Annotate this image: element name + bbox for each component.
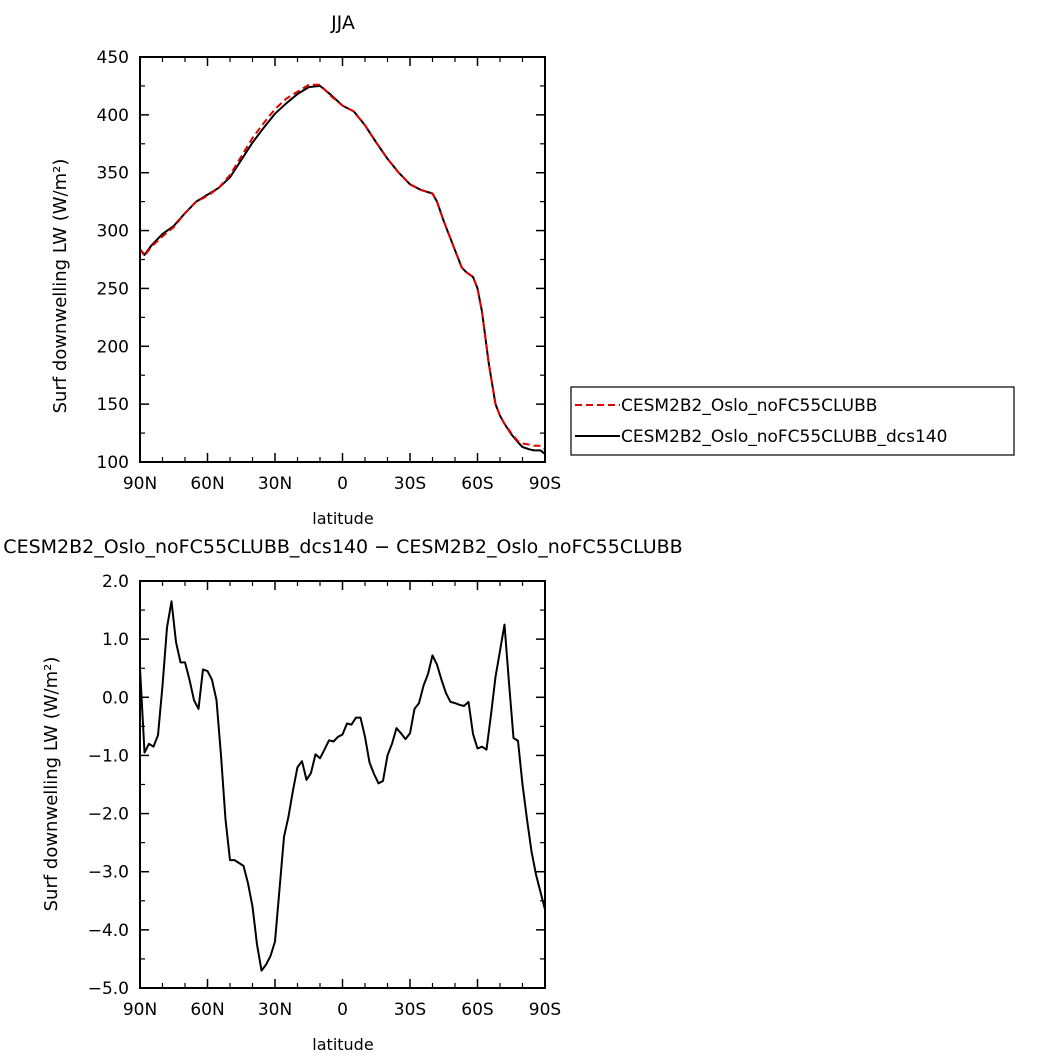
bottom-chart-series-group: [139, 600, 546, 972]
top-ytick-label-5: 350: [97, 164, 129, 184]
top-ytick-label-6: 400: [97, 106, 129, 126]
top-xtick-label-2: 30N: [258, 474, 292, 494]
bottom-ytick-label-0: −5.0: [88, 979, 129, 999]
bottom-xtick-label-6: 90S: [529, 1000, 561, 1020]
top-chart-xlabel: latitude: [312, 509, 373, 528]
legend-label-series-2: CESM2B2_Oslo_noFC55CLUBB_dcs140: [621, 427, 947, 447]
legend-box: [570, 386, 1015, 456]
bottom-series-line-1: [139, 600, 546, 972]
bottom-chart-title: CESM2B2_Oslo_noFC55CLUBB_dcs140 − CESM2B…: [3, 536, 682, 558]
top-chart-ticks: 90N 60N 30N 0 30S 60S 90S 100 150 200 250 300 350 400…: [97, 48, 562, 494]
bottom-xtick-label-5: 60S: [461, 1000, 493, 1020]
bottom-ytick-label-7: 2.0: [102, 572, 129, 592]
top-xtick-label-1: 60N: [190, 474, 224, 494]
bottom-ytick-label-2: −3.0: [88, 863, 129, 883]
top-ytick-label-1: 150: [97, 395, 129, 415]
top-ytick-label-2: 200: [97, 337, 129, 357]
top-ytick-label-0: 100: [97, 453, 129, 473]
top-xtick-label-0: 90N: [123, 474, 157, 494]
bottom-chart-xlabel: latitude: [312, 1035, 373, 1054]
top-xtick-label-5: 60S: [461, 474, 493, 494]
top-series-line-2: [139, 84, 546, 455]
top-xtick-label-3: 0: [337, 474, 348, 494]
bottom-chart-panel: CESM2B2_Oslo_noFC55CLUBB_dcs140 − CESM2B…: [3, 536, 682, 1054]
bottom-ytick-label-6: 1.0: [102, 630, 129, 650]
top-ytick-label-7: 450: [97, 48, 129, 68]
bottom-xtick-label-0: 90N: [123, 1000, 157, 1020]
bottom-ytick-label-4: −1.0: [88, 746, 129, 766]
bottom-xtick-label-3: 0: [337, 1000, 348, 1020]
top-chart-title: JJA: [330, 12, 355, 34]
top-chart-series-group: [139, 83, 546, 455]
top-ytick-label-3: 250: [97, 279, 129, 299]
legend: CESM2B2_Oslo_noFC55CLUBB CESM2B2_Oslo_no…: [570, 386, 1015, 456]
top-series-line-1: [139, 83, 546, 451]
bottom-xtick-label-1: 60N: [190, 1000, 224, 1020]
bottom-chart-plot-frame: [139, 580, 546, 989]
legend-label-series-1: CESM2B2_Oslo_noFC55CLUBB: [621, 396, 877, 416]
bottom-ytick-label-1: −4.0: [88, 921, 129, 941]
bottom-chart-ylabel: Surf downwelling LW (W/m²): [41, 657, 62, 912]
bottom-ytick-label-5: 0.0: [102, 688, 129, 708]
top-chart-plot-frame: [139, 56, 546, 463]
bottom-ytick-label-3: −2.0: [88, 805, 129, 825]
top-xtick-label-6: 90S: [529, 474, 561, 494]
top-xtick-label-4: 30S: [394, 474, 426, 494]
bottom-xtick-label-2: 30N: [258, 1000, 292, 1020]
top-chart-panel: JJA 90N 60N 30N 0 30S 60S 90S 100 150 200 250 300 35…: [50, 12, 1015, 528]
bottom-chart-ticks: 90N 60N 30N 0 30S 60S 90S −5.0 −4.0 −3.0 −2.0 −1.0 0…: [88, 572, 562, 1020]
bottom-xtick-label-4: 30S: [394, 1000, 426, 1020]
top-ytick-label-4: 300: [97, 222, 129, 242]
top-chart-ylabel: Surf downwelling LW (W/m²): [50, 159, 71, 414]
